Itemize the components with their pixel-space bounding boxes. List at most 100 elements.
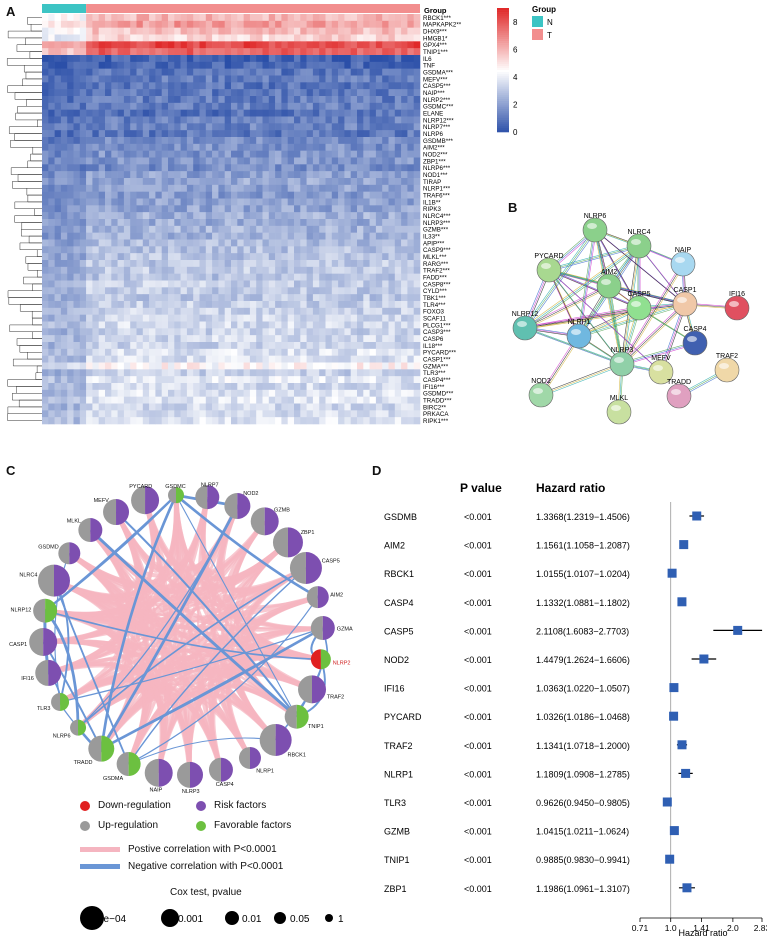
heat-cell: [136, 260, 144, 268]
heat-cell: [249, 328, 257, 336]
forest-pvalue: <0.001: [464, 712, 492, 722]
ppi-node-label: MLKL: [610, 395, 628, 402]
heat-cell: [388, 171, 396, 179]
forest-box: [677, 740, 687, 750]
heat-cell: [331, 116, 339, 124]
heat-cell: [111, 383, 118, 391]
heat-cell: [338, 239, 345, 247]
heat-cell: [331, 75, 339, 83]
heat-cell: [262, 266, 270, 274]
heat-cell: [350, 342, 358, 350]
heat-cell: [180, 68, 188, 76]
heat-cell: [268, 273, 276, 281]
scale-cell: [497, 117, 509, 120]
heat-cell: [325, 307, 333, 315]
heat-cell: [48, 164, 55, 172]
heat-cell: [243, 253, 251, 261]
dendrogram-branch: [8, 126, 42, 134]
heat-cell: [413, 280, 421, 288]
heat-cell: [407, 253, 414, 261]
heat-cell: [256, 75, 263, 83]
heat-cell: [249, 137, 257, 145]
heat-cell: [243, 225, 251, 233]
heat-cell: [243, 20, 251, 28]
heat-cell: [155, 232, 162, 240]
heat-cell: [401, 348, 408, 356]
heat-cell: [338, 403, 345, 411]
heat-cell: [224, 417, 232, 425]
heat-cell: [142, 389, 150, 397]
heat-cell: [413, 68, 421, 76]
legend-negative-label: Negative correlation with P<0.0001: [128, 861, 284, 872]
heat-cell: [338, 328, 345, 336]
heat-cell: [369, 410, 377, 418]
heat-cell: [136, 61, 144, 69]
heat-cell: [212, 348, 219, 356]
heat-cell: [86, 410, 93, 418]
heat-cell: [294, 157, 301, 165]
heat-cell: [344, 48, 351, 56]
heat-cell: [155, 212, 162, 220]
heat-cell: [186, 198, 194, 206]
corr-node-factor: [305, 552, 322, 585]
heat-cell: [256, 335, 263, 343]
heat-cell: [325, 27, 333, 35]
heat-cell: [174, 287, 181, 295]
heat-cell: [199, 383, 207, 391]
heat-cell: [388, 150, 396, 158]
heat-cell: [375, 266, 383, 274]
heat-cell: [224, 362, 232, 370]
heat-cell: [382, 348, 389, 356]
heat-cell: [117, 198, 125, 206]
heat-cell: [275, 55, 282, 63]
heat-cell: [60, 362, 68, 370]
heat-cell: [67, 253, 74, 261]
heat-cell: [300, 178, 307, 186]
heat-cell: [394, 102, 402, 110]
heat-cell: [369, 253, 377, 261]
heat-cell: [413, 403, 421, 411]
heat-cell: [300, 191, 307, 199]
ppi-node-highlight: [677, 297, 687, 303]
heat-cell: [98, 335, 106, 343]
heat-cell: [92, 123, 99, 131]
heat-cell: [224, 143, 232, 151]
heat-cell: [136, 355, 144, 363]
heat-cell: [67, 75, 74, 83]
heat-cell: [180, 280, 188, 288]
heat-cell: [123, 225, 131, 233]
heat-cell: [357, 61, 364, 69]
heat-cell: [224, 41, 232, 49]
corr-node-label: AIM2: [330, 593, 343, 599]
heat-cell: [67, 157, 74, 165]
heat-cell: [218, 96, 225, 104]
gene-label: CASP8***: [423, 281, 451, 288]
heat-cell: [388, 82, 396, 90]
heat-cell: [350, 116, 358, 124]
heat-cell: [168, 301, 175, 309]
heat-cell: [130, 191, 137, 199]
heat-cell: [149, 14, 156, 22]
heat-cell: [350, 191, 358, 199]
heat-cell: [312, 68, 320, 76]
heat-cell: [224, 14, 232, 22]
heat-cell: [212, 55, 219, 63]
heat-cell: [413, 232, 421, 240]
heat-cell: [262, 82, 270, 90]
heat-cell: [180, 287, 188, 295]
heat-cell: [54, 253, 62, 261]
heat-cell: [319, 246, 326, 254]
heat-cell: [161, 184, 169, 192]
heat-cell: [42, 150, 49, 158]
heat-cell: [205, 150, 213, 158]
heat-cell: [243, 116, 251, 124]
heat-cell: [262, 48, 270, 56]
heat-cell: [338, 20, 345, 28]
heat-cell: [249, 14, 257, 22]
heat-cell: [294, 253, 301, 261]
heat-cell: [413, 191, 421, 199]
heat-cell: [312, 143, 320, 151]
heat-cell: [287, 294, 295, 302]
heat-cell: [73, 403, 81, 411]
heat-cell: [218, 396, 225, 404]
